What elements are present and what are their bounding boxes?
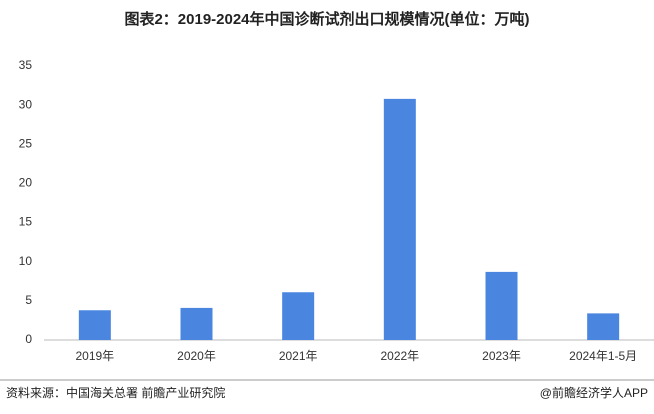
bar: [485, 271, 518, 340]
bar: [282, 292, 315, 340]
source-note: 资料来源：中国海关总署 前瞻产业研究院: [6, 385, 225, 400]
x-tick-label: 2021年: [279, 349, 318, 363]
bar: [78, 310, 111, 340]
x-tick-label: 2023年: [482, 349, 521, 363]
x-tick-label: 2024年1-5月: [569, 349, 637, 363]
y-tick-label: 15: [19, 215, 33, 229]
chart-title: 图表2：2019-2024年中国诊断试剂出口规模情况(单位：万吨): [124, 10, 529, 28]
y-tick-label: 25: [19, 136, 33, 150]
bar: [383, 98, 416, 340]
x-tick-label: 2022年: [380, 349, 419, 363]
y-tick-label: 20: [19, 176, 33, 190]
y-tick-label: 0: [25, 332, 32, 346]
y-tick-label: 5: [25, 293, 32, 307]
y-tick-label: 10: [19, 254, 33, 268]
credit: @前瞻经济学人APP: [540, 385, 648, 400]
x-tick-label: 2019年: [75, 349, 114, 363]
bar: [180, 307, 213, 340]
bar: [587, 313, 620, 340]
y-tick-label: 35: [19, 58, 33, 72]
x-tick-label: 2020年: [177, 349, 216, 363]
y-tick-label: 30: [19, 97, 33, 111]
